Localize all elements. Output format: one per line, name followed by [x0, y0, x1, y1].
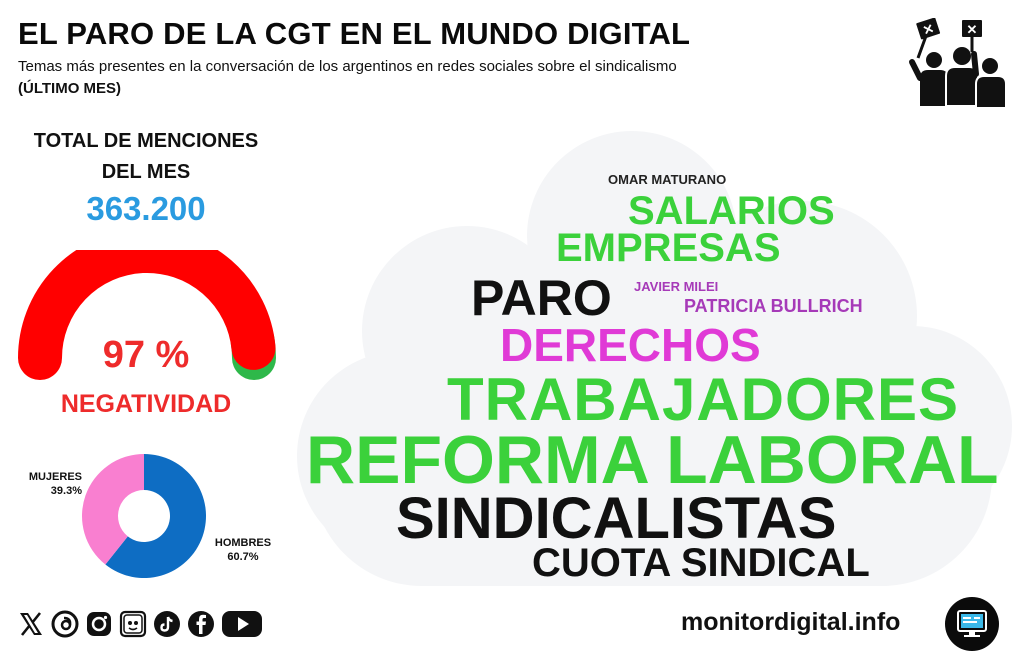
- youtube-icon[interactable]: [220, 609, 264, 639]
- word-patricia-bullrich: PATRICIA BULLRICH: [684, 296, 863, 316]
- word-empresas: EMPRESAS: [556, 226, 781, 270]
- word-omar-maturano: OMAR MATURANO: [608, 172, 727, 187]
- svg-text:✕: ✕: [921, 21, 936, 39]
- svg-text:✕: ✕: [967, 22, 978, 37]
- total-mentions-value: 363.200: [86, 190, 206, 227]
- men-value: 60.7%: [227, 551, 259, 563]
- word-trabajadores: TRABAJADORES: [447, 366, 960, 433]
- word-javier-milei: JAVIER MILEI: [634, 279, 719, 294]
- word-sindicalistas: SINDICALISTAS: [396, 486, 837, 551]
- word-cuota-sindical: CUOTA SINDICAL: [532, 541, 870, 585]
- total-mentions-label-line1: TOTAL DE MENCIONES: [33, 130, 259, 152]
- negativity-percent: 97 %: [102, 334, 190, 376]
- x-icon[interactable]: [16, 609, 46, 639]
- word-cloud-background: [297, 131, 1012, 586]
- threads-icon[interactable]: [50, 609, 80, 639]
- word-paro: PARO: [471, 270, 612, 326]
- donut-slice-men: [105, 454, 207, 578]
- site-url[interactable]: monitordigital.info: [681, 608, 901, 636]
- monitor-icon: [945, 597, 999, 651]
- negativity-label: NEGATIVIDAD: [60, 390, 232, 418]
- protest-crowd-icon: ✕ ✕: [909, 18, 1007, 109]
- negativity-gauge: [18, 250, 276, 380]
- weibo-icon[interactable]: [118, 609, 148, 639]
- gauge-negative-arc: [18, 250, 276, 380]
- page-title: EL PARO DE LA CGT EN EL MUNDO DIGITAL: [18, 16, 691, 51]
- gender-donut-chart: [82, 454, 207, 578]
- word-derechos: DERECHOS: [500, 319, 761, 371]
- women-legend: MUJERES 39.3%: [24, 470, 82, 498]
- tiktok-icon[interactable]: [152, 609, 182, 639]
- word-salarios: SALARIOS: [628, 189, 835, 233]
- social-links: [16, 608, 264, 640]
- page-subtitle: Temas más presentes en la conversación d…: [18, 58, 677, 75]
- total-mentions-label-line2: DEL MES: [101, 161, 191, 183]
- men-label: HOMBRES: [214, 537, 272, 549]
- instagram-icon[interactable]: [84, 609, 114, 639]
- women-label: MUJERES: [28, 471, 82, 483]
- period-label: (ÚLTIMO MES): [18, 80, 122, 97]
- men-legend: HOMBRES 60.7%: [208, 536, 278, 564]
- women-value: 39.3%: [50, 485, 82, 497]
- total-mentions-label: TOTAL DE MENCIONES DEL MES: [0, 126, 292, 188]
- word-reforma-laboral: REFORMA LABORAL: [306, 422, 999, 498]
- facebook-icon[interactable]: [186, 609, 216, 639]
- donut-slice-women: [82, 454, 144, 565]
